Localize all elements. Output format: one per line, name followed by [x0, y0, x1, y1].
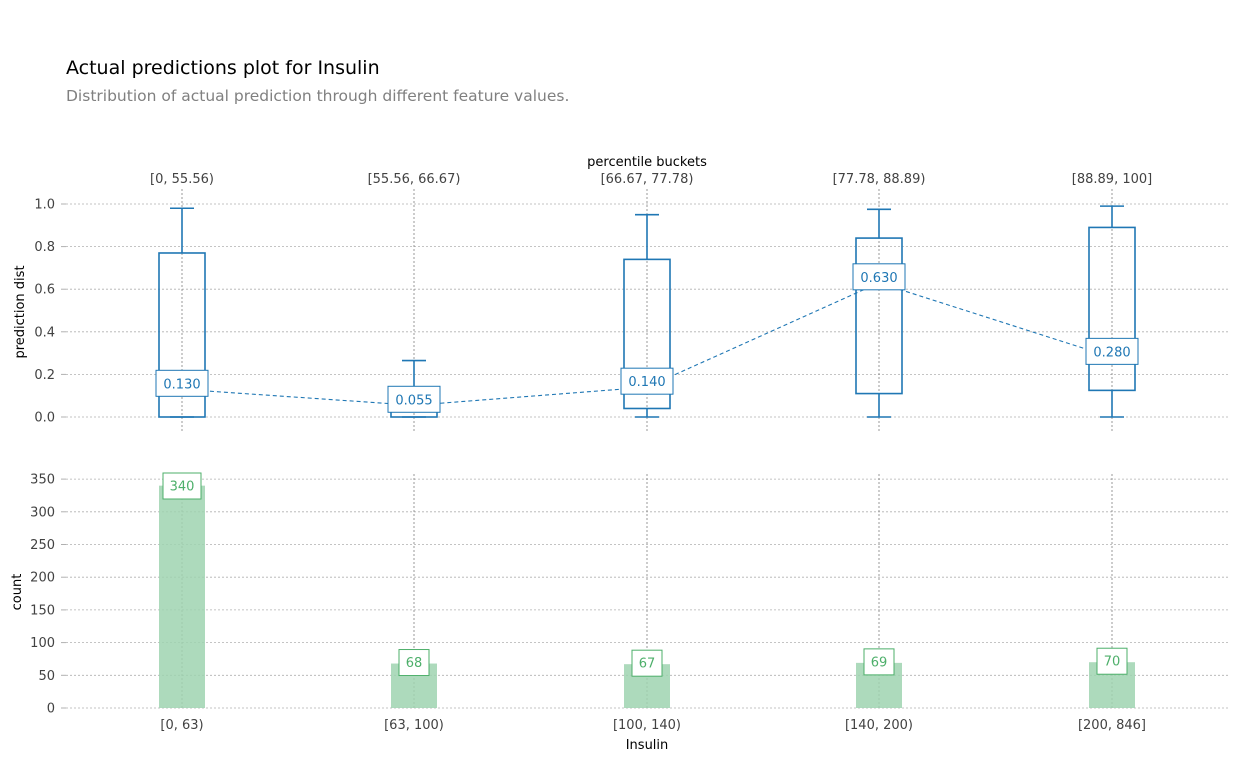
median-label-box	[155, 369, 209, 397]
median-label-text: 0.280	[1093, 345, 1130, 360]
prediction-dist-panel: 0.0 0.2 0.4 0.6 0.8 1.0 prediction dist percent…	[13, 155, 1228, 432]
box-4	[855, 208, 903, 418]
median-label-1: 0.130	[155, 369, 209, 397]
top-axis-label: percentile buckets	[587, 155, 707, 170]
bottom-ytick-label: 100	[30, 636, 55, 651]
top-ytick-label: 0.0	[34, 411, 55, 426]
box-body	[855, 237, 903, 395]
bar-label-box	[162, 472, 202, 500]
median-label-text: 0.055	[395, 393, 432, 408]
top-tick-label: [77.78, 88.89)	[833, 172, 926, 187]
median-label-text: 0.140	[628, 375, 665, 390]
bar-label-3: 67	[631, 649, 663, 677]
bottom-ytick-label: 250	[30, 538, 55, 553]
median-label-box	[852, 263, 906, 291]
median-label-text: 0.630	[860, 271, 897, 286]
bar-1	[159, 485, 205, 708]
bar-label-box	[631, 649, 663, 677]
median-label-box	[387, 385, 441, 413]
bar-label-text: 68	[406, 656, 423, 671]
bottom-ytick-label: 350	[30, 473, 55, 488]
median-label-box	[620, 367, 674, 395]
top-tick-label: [55.56, 66.67)	[368, 172, 461, 187]
count-panel: 0 50 100 150 200 250 300 350 340 68 67 69 70 [0, 63) […	[10, 472, 1228, 753]
top-ytick-label: 0.4	[34, 325, 55, 340]
x-tick-label: [140, 200)	[845, 718, 913, 733]
bar-label-box	[1096, 647, 1128, 675]
bar-label-5: 70	[1096, 647, 1128, 675]
top-ytick-label: 0.6	[34, 283, 55, 298]
median-line	[181, 282, 1113, 406]
x-tick-label: [0, 63)	[160, 718, 203, 733]
top-ytick-label: 1.0	[34, 198, 55, 213]
bar-label-text: 69	[871, 655, 888, 670]
median-label-box	[1085, 337, 1139, 365]
x-tick-label: [100, 140)	[613, 718, 681, 733]
bottom-ytick-label: 50	[38, 669, 55, 684]
bar-label-text: 67	[639, 657, 656, 672]
box-body	[623, 258, 671, 410]
bottom-ytick-label: 200	[30, 571, 55, 586]
x-tick-label: [200, 846]	[1078, 718, 1146, 733]
bottom-ytick-label: 0	[47, 702, 55, 717]
box-body	[1088, 226, 1136, 392]
bottom-ytick-label: 300	[30, 505, 55, 520]
median-label-4: 0.630	[852, 263, 906, 291]
bottom-ytick-label: 150	[30, 603, 55, 618]
x-axis-label: Insulin	[626, 738, 669, 753]
bar-label-box	[863, 648, 895, 676]
bar-label-1: 340	[162, 472, 202, 500]
box-3	[623, 213, 671, 418]
box-body	[158, 252, 206, 418]
median-label-text: 0.130	[163, 377, 200, 392]
median-label-5: 0.280	[1085, 337, 1139, 365]
bar-label-4: 69	[863, 648, 895, 676]
top-ylabel: prediction dist	[13, 265, 28, 358]
median-label-2: 0.055	[387, 385, 441, 413]
bar-label-text: 70	[1104, 655, 1121, 670]
top-ytick-label: 0.2	[34, 368, 55, 383]
median-label-3: 0.140	[620, 367, 674, 395]
box-5	[1088, 205, 1136, 418]
bar-label-box	[398, 649, 430, 677]
chart-subtitle: Distribution of actual prediction throug…	[66, 87, 570, 105]
x-tick-label: [63, 100)	[384, 718, 444, 733]
top-ytick-label: 0.8	[34, 240, 55, 255]
top-tick-label: [0, 55.56)	[150, 172, 214, 187]
chart-title: Actual predictions plot for Insulin	[66, 57, 380, 79]
top-tick-label: [66.67, 77.78)	[601, 172, 694, 187]
bottom-ylabel: count	[10, 574, 25, 611]
box-1	[158, 207, 206, 418]
bar-label-2: 68	[398, 649, 430, 677]
bar-label-text: 340	[170, 480, 195, 495]
top-tick-label: [88.89, 100]	[1072, 172, 1152, 187]
